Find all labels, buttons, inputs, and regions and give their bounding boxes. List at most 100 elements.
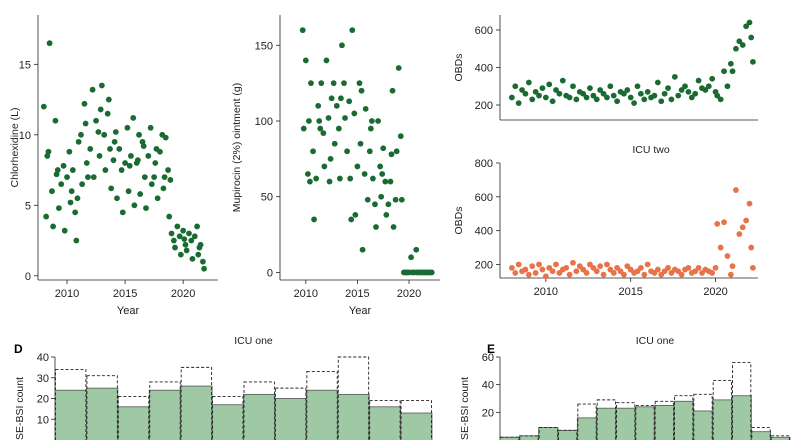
bar-dashed [674, 395, 694, 440]
data-point [607, 83, 614, 90]
data-point [174, 223, 181, 230]
data-point [525, 79, 532, 86]
data-point [714, 220, 721, 227]
data-point [116, 146, 123, 152]
data-point [377, 163, 384, 170]
data-point [104, 110, 111, 117]
data-point [154, 195, 161, 202]
bar-dashed [616, 402, 636, 440]
data-point [347, 175, 354, 182]
data-point [604, 94, 610, 101]
data-point [97, 106, 104, 113]
y-tick-label: 0 [25, 271, 31, 283]
data-point [195, 251, 202, 258]
data-point [593, 96, 600, 103]
data-point [532, 88, 539, 95]
data-point [68, 188, 75, 195]
data-point [67, 199, 74, 206]
data-point [393, 148, 400, 155]
data-point [570, 259, 576, 266]
data-point [739, 224, 746, 231]
data-point [709, 270, 716, 276]
data-point [52, 117, 59, 124]
bar-solid [148, 389, 182, 440]
data-point [147, 124, 154, 131]
data-point [331, 140, 338, 147]
data-point [390, 224, 397, 230]
data-point [102, 167, 109, 173]
bar-dashed [55, 369, 87, 440]
data-point [610, 92, 617, 99]
bar-solid [538, 427, 559, 440]
data-point [98, 82, 105, 89]
bar-dashed [337, 356, 370, 440]
data-point [695, 77, 702, 84]
data-point [375, 118, 381, 124]
data-point [587, 85, 593, 92]
y-tick-label: 800 [475, 158, 493, 170]
data-point [644, 261, 651, 268]
data-point [644, 88, 651, 95]
data-point [370, 175, 376, 182]
data-point [162, 134, 169, 141]
data-point [119, 209, 126, 216]
data-point [748, 244, 755, 251]
y-axis-label: SE-BSI count [14, 377, 26, 440]
data-point [82, 120, 89, 127]
data-point [397, 133, 404, 140]
bar-dashed [149, 381, 181, 440]
bar-dashed [369, 400, 401, 440]
data-point [196, 244, 203, 251]
data-point [182, 241, 189, 248]
data-point [170, 237, 177, 244]
data-point [105, 96, 112, 103]
data-point [736, 38, 743, 45]
data-point [125, 188, 132, 195]
data-point [724, 83, 731, 90]
data-point [378, 193, 385, 200]
data-point [326, 178, 333, 185]
data-point [64, 174, 70, 181]
data-point [61, 227, 68, 234]
data-point [176, 233, 183, 240]
data-point [112, 129, 119, 135]
data-point [181, 236, 188, 243]
data-point [604, 261, 610, 268]
bar-solid [750, 431, 772, 440]
y-axis-label: Chlorhexidine (L) [9, 108, 21, 188]
data-point [529, 263, 536, 270]
bar-dashed [654, 400, 674, 440]
data-point [413, 246, 420, 253]
data-point [152, 160, 159, 166]
data-point [128, 153, 134, 159]
x-tick-label: 2010 [294, 288, 318, 300]
data-point [634, 83, 641, 90]
data-point [563, 264, 570, 271]
data-point [114, 195, 120, 202]
x-tick-label: 2020 [703, 286, 727, 298]
data-point [336, 175, 343, 182]
data-point [357, 140, 364, 147]
data-point [81, 100, 88, 107]
data-point [313, 175, 320, 182]
bar-solid [596, 407, 617, 440]
obd-icu-two-panel: 200 400 600 800 2010 2015 2020 OBDs ICU two [453, 144, 758, 298]
data-point [637, 264, 644, 271]
bar-dashed [538, 427, 558, 440]
data-point [308, 80, 314, 87]
data-point [165, 167, 171, 173]
data-point [339, 42, 345, 49]
data-point [58, 181, 65, 188]
data-point [333, 102, 340, 109]
data-point [141, 174, 148, 181]
data-point [346, 98, 353, 105]
data-point [145, 153, 152, 159]
data-point [177, 251, 184, 258]
y-tick-label: 200 [475, 259, 493, 271]
y-tick-label: 40 [37, 352, 49, 364]
bar-solid [243, 393, 276, 440]
data-point [167, 177, 174, 183]
data-point [118, 167, 125, 173]
data-point [83, 160, 90, 166]
